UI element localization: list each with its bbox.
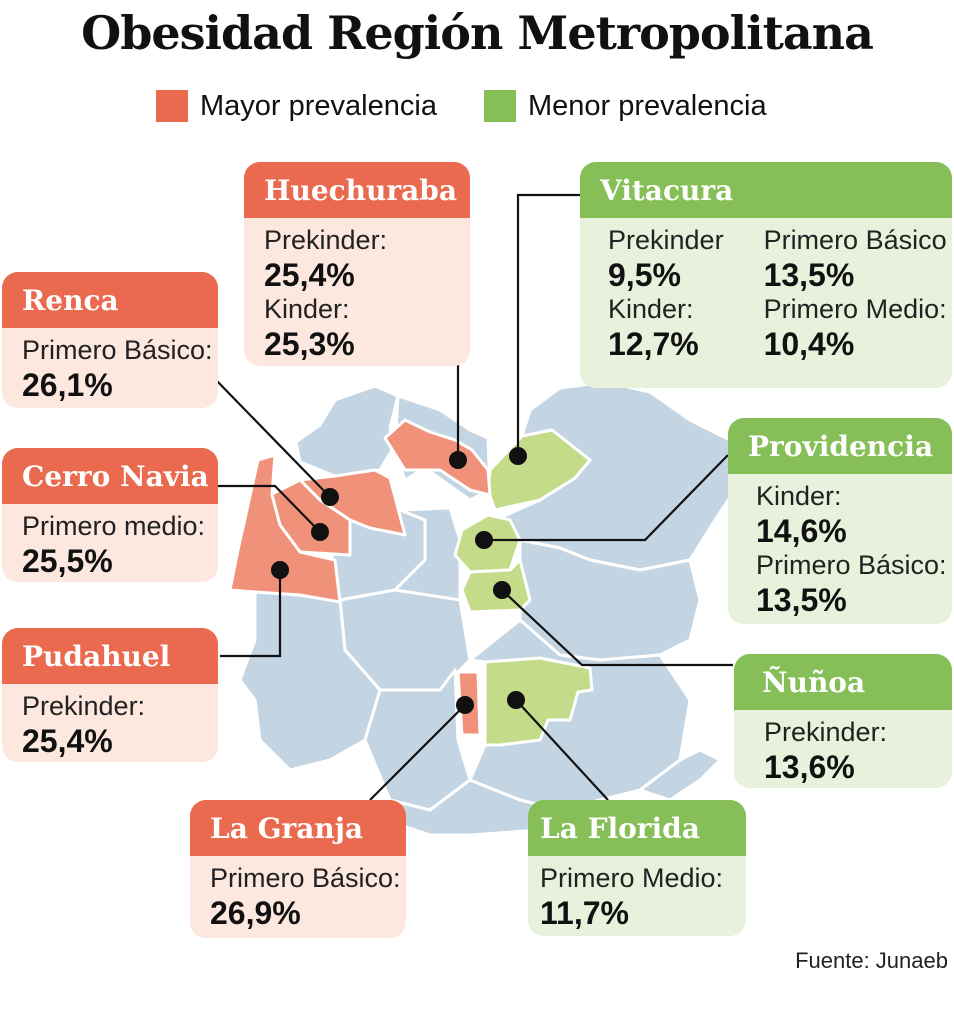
- callout-la-granja: La Granja Primero Básico: 26,9%: [190, 800, 406, 938]
- pin-renca: [321, 488, 339, 506]
- stat-value: 13,6%: [764, 749, 855, 785]
- source-note: Fuente: Junaeb: [795, 948, 948, 973]
- leader-pudahuel: [220, 570, 282, 658]
- stat-label: Kinder:: [264, 294, 350, 324]
- stat-value: 12,7%: [608, 326, 699, 362]
- legend-item-menor: Menor prevalencia: [484, 86, 767, 126]
- commune-northwest: [294, 384, 400, 478]
- callout-cerro-navia-name: Cerro Navia: [2, 448, 218, 504]
- stat-label: Prekinder:: [764, 717, 888, 747]
- stat-value: 10,4%: [763, 326, 855, 362]
- callout-vitacura-name: Vitacura: [580, 162, 952, 218]
- leader-cerro-navia: [218, 484, 321, 533]
- pin-pudahuel: [271, 561, 289, 579]
- page-title: Obesidad Región Metropolitana: [81, 6, 874, 60]
- callout-cerro-navia: Cerro Navia Primero medio: 25,5%: [2, 448, 218, 582]
- stat-label: Primero medio:: [22, 511, 206, 541]
- callout-pudahuel: Pudahuel Prekinder: 25,4%: [2, 628, 218, 762]
- callout-nunoa: Ñuñoa Prekinder: 13,6%: [734, 654, 952, 788]
- mayor-communes: [228, 418, 492, 737]
- leader-la-granja: [369, 704, 466, 801]
- stat-value: 14,6%: [756, 513, 847, 549]
- stat-value: 9,5%: [608, 257, 681, 293]
- stat-label: Primero Básico:: [210, 863, 401, 893]
- stat-label: Kinder:: [756, 481, 842, 511]
- commune-la-florida: [483, 656, 594, 747]
- stat-label: Primero Medio:: [540, 863, 724, 893]
- pin-vitacura: [509, 447, 527, 465]
- leader-la-florida: [515, 699, 609, 801]
- stat-label: Primero Básico:: [756, 550, 947, 580]
- callout-nunoa-name: Ñuñoa: [734, 654, 952, 710]
- commune-pudahuel: [228, 453, 342, 604]
- stat-label: Primero Básico: [763, 225, 947, 255]
- pins: [271, 447, 527, 714]
- leader-vitacura: [516, 193, 582, 456]
- callout-vitacura: Vitacura Prekinder 9,5% Kinder: 12,7% Pr…: [580, 162, 952, 388]
- legend-swatch-mayor: [156, 90, 188, 122]
- stat-value: 25,3%: [264, 326, 355, 362]
- callout-renca-name: Renca: [2, 272, 218, 328]
- stat-value: 26,9%: [210, 895, 301, 931]
- callout-providencia-name: Providencia: [728, 418, 952, 474]
- stat-label: Prekinder:: [22, 691, 146, 721]
- leader-nunoa: [501, 589, 733, 667]
- callout-pudahuel-name: Pudahuel: [2, 628, 218, 684]
- stat-value: 25,4%: [22, 723, 113, 759]
- legend-item-mayor: Mayor prevalencia: [156, 86, 437, 126]
- leader-lines: [215, 193, 733, 801]
- pin-huechuraba: [449, 451, 467, 469]
- commune-west-south: [238, 588, 382, 772]
- pin-la-granja: [456, 696, 474, 714]
- leader-renca: [215, 379, 331, 498]
- stat-label: Prekinder:: [264, 225, 388, 255]
- pin-la-florida: [507, 691, 525, 709]
- stat-label: Kinder:: [608, 294, 694, 324]
- stat-label: Prekinder: [608, 225, 724, 255]
- leader-providencia: [484, 454, 729, 542]
- callout-huechuraba: Huechuraba Prekinder: 25,4% Kinder: 25,3…: [244, 162, 470, 366]
- callout-la-florida-name: La Florida: [528, 800, 746, 856]
- callout-providencia: Providencia Kinder: 14,6% Primero Básico…: [728, 418, 952, 624]
- pin-cerro-navia: [311, 523, 329, 541]
- pin-providencia: [475, 531, 493, 549]
- stat-value: 13,5%: [763, 257, 855, 293]
- legend-label-mayor: Mayor prevalencia: [200, 89, 437, 122]
- legend-swatch-menor: [484, 90, 516, 122]
- stat-value: 11,7%: [540, 895, 629, 931]
- stat-value: 26,1%: [22, 367, 113, 403]
- callout-la-granja-name: La Granja: [190, 800, 406, 856]
- stat-value: 25,5%: [22, 543, 113, 579]
- legend-label-menor: Menor prevalencia: [528, 89, 767, 122]
- stat-value: 25,4%: [264, 257, 355, 293]
- stat-label: Primero Básico:: [22, 335, 213, 365]
- stat-label: Primero Medio:: [763, 294, 947, 324]
- stat-value: 13,5%: [756, 582, 847, 618]
- commune-huechuraba: [383, 418, 492, 497]
- pin-nunoa: [493, 581, 511, 599]
- callout-la-florida: La Florida Primero Medio: 11,7%: [528, 800, 746, 936]
- callout-huechuraba-name: Huechuraba: [244, 162, 470, 218]
- callout-renca: Renca Primero Básico: 26,1%: [2, 272, 218, 408]
